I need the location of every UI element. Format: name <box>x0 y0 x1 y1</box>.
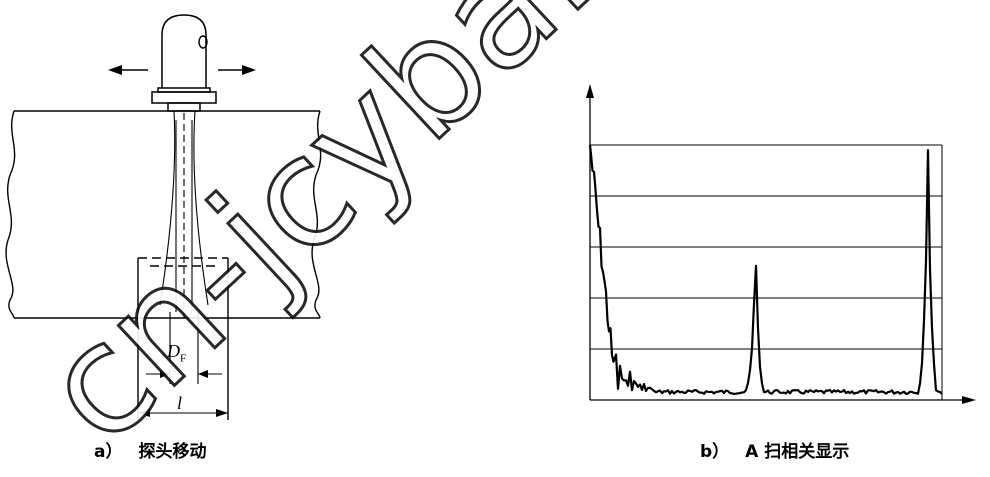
test-block <box>5 110 322 319</box>
probe-icon <box>151 14 217 112</box>
panel-b-ascan <box>586 84 976 404</box>
caption-panel-b: b） A 扫相关显示 <box>700 437 849 462</box>
dimension-width-label: l <box>177 393 183 413</box>
dimension-focus <box>146 312 222 384</box>
caption-b-label: b） <box>700 442 730 462</box>
panel-a-diagram <box>5 14 322 420</box>
dimension-width <box>138 409 228 417</box>
ascan-signal-trace <box>588 144 943 395</box>
ascan-axes <box>586 84 976 404</box>
flaw-region <box>137 257 229 420</box>
caption-a-label: a） <box>94 442 123 462</box>
caption-panel-a: a） 探头移动 <box>94 437 206 462</box>
move-left-arrow <box>108 65 148 75</box>
caption-a-text: 探头移动 <box>138 442 207 462</box>
caption-b-text: A 扫相关显示 <box>745 442 850 462</box>
dimension-focus-label: DF <box>167 341 187 365</box>
focused-beam <box>159 110 209 318</box>
ascan-grid <box>590 144 943 400</box>
move-right-arrow <box>218 65 256 75</box>
